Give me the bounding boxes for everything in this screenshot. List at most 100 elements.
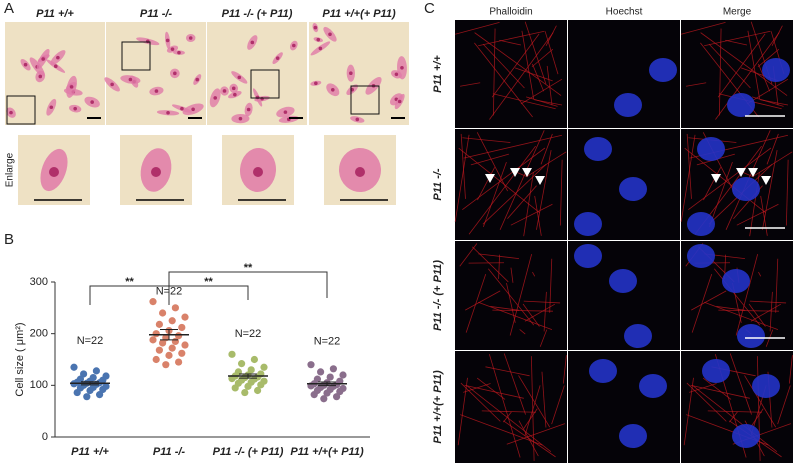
nucleus	[397, 99, 402, 104]
actin-fiber	[509, 254, 533, 336]
nucleus	[188, 36, 193, 40]
actin-fiber	[531, 48, 554, 68]
actin-fiber	[543, 291, 547, 332]
actin-fiber	[478, 253, 520, 260]
y-tick-label: 300	[30, 276, 48, 288]
actin-fiber	[460, 414, 543, 446]
actin-fiber	[683, 377, 694, 446]
actin-fiber	[520, 78, 563, 105]
actin-fiber	[747, 30, 761, 100]
actin-fiber	[462, 147, 546, 210]
actin-fiber	[476, 132, 508, 192]
nucleus	[732, 424, 760, 448]
data-point	[333, 393, 341, 401]
actin-fiber	[524, 385, 541, 436]
actin-fiber	[492, 93, 556, 110]
fluorescence-image	[681, 351, 793, 463]
actin-fiber	[744, 375, 777, 428]
actin-fiber	[686, 82, 707, 87]
actin-fiber	[474, 32, 562, 96]
nucleus	[154, 89, 159, 93]
data-point	[168, 317, 176, 325]
actin-fiber	[458, 147, 540, 213]
actin-fiber	[689, 383, 717, 393]
data-point	[155, 320, 163, 328]
nucleus	[222, 89, 227, 93]
actin-fiber	[729, 353, 752, 415]
nucleus	[589, 359, 617, 383]
actin-fiber	[769, 291, 773, 332]
data-point	[244, 382, 252, 390]
data-point	[307, 361, 315, 369]
data-point	[238, 360, 246, 368]
actin-fiber	[748, 303, 766, 327]
nucleus	[727, 93, 755, 117]
data-point	[70, 363, 78, 371]
nucleus	[355, 167, 365, 177]
data-point	[178, 323, 186, 332]
actin-fiber	[735, 254, 759, 336]
nucleus	[173, 71, 177, 76]
actin-fiber	[760, 195, 768, 236]
actin-fiber	[455, 21, 500, 35]
actin-fiber	[532, 271, 536, 277]
nucleus	[213, 96, 218, 100]
nucleus	[151, 167, 161, 177]
actin-fiber	[524, 303, 555, 322]
nucleus	[316, 37, 321, 42]
nucleus	[233, 92, 237, 97]
actin-fiber	[523, 300, 561, 304]
actin-fiber	[488, 354, 521, 458]
actin-fiber	[536, 150, 552, 230]
data-point	[323, 389, 331, 397]
column-header: Merge	[723, 7, 752, 18]
actin-fiber	[681, 21, 726, 35]
data-point	[228, 350, 236, 358]
actin-fiber	[703, 167, 722, 201]
actin-fiber	[523, 408, 538, 429]
actin-fiber	[465, 290, 501, 311]
nucleus	[191, 107, 195, 112]
actin-fiber	[503, 411, 512, 423]
micrograph	[5, 22, 105, 125]
data-point	[152, 330, 160, 338]
data-point	[247, 366, 255, 374]
nucleus	[246, 107, 251, 112]
significance-label: **	[244, 262, 253, 274]
arrowhead	[761, 176, 771, 185]
actin-fiber	[457, 377, 468, 446]
actin-fiber	[746, 78, 789, 105]
data-point	[181, 313, 189, 321]
x-tick-label: P11 +/+(+ P11)	[290, 446, 364, 458]
actin-fiber	[468, 145, 536, 235]
nucleus	[649, 58, 677, 82]
nucleus	[255, 95, 260, 100]
nucleus	[49, 167, 59, 177]
significance-label: **	[204, 276, 213, 288]
nucleus	[56, 55, 60, 60]
actin-fiber	[462, 137, 511, 143]
nucleus	[250, 40, 255, 45]
actin-fiber	[474, 42, 533, 118]
data-point	[241, 388, 249, 397]
actin-fiber	[531, 63, 545, 92]
actin-fiber	[788, 355, 793, 384]
nucleus	[400, 65, 404, 70]
y-tick-label: 200	[30, 328, 48, 340]
arrowhead	[535, 176, 545, 185]
data-point	[171, 304, 179, 312]
panel-letter: B	[4, 231, 14, 248]
nucleus	[237, 75, 242, 80]
actin-fiber	[729, 411, 738, 423]
nucleus	[619, 424, 647, 448]
actin-fiber	[514, 67, 553, 82]
data-point	[80, 370, 88, 378]
actin-fiber	[534, 195, 542, 236]
actin-fiber	[490, 306, 520, 311]
actin-fiber	[459, 243, 478, 267]
data-point	[231, 384, 239, 392]
actin-fiber	[519, 329, 526, 335]
actin-fiber	[715, 32, 780, 120]
nucleus	[752, 374, 780, 398]
error-bar	[81, 381, 99, 386]
